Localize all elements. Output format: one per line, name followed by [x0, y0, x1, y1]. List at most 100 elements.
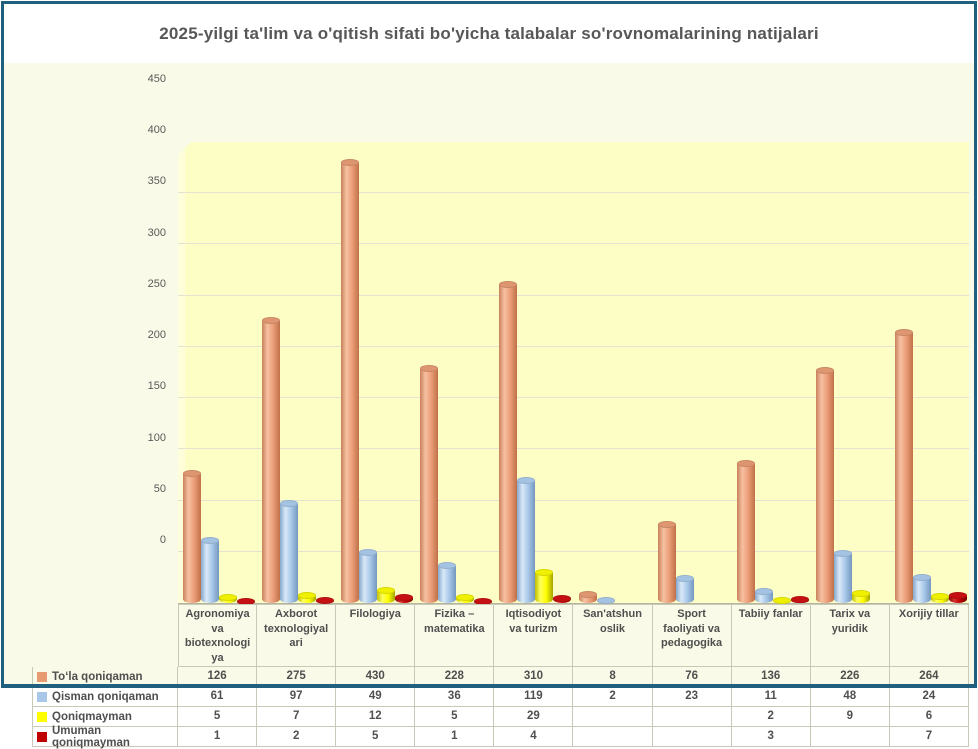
cylinder-bar-2-cat-8 [754, 587, 773, 603]
cylinder-bar-4-cat-8 [790, 595, 809, 603]
cylinder-cap [596, 596, 615, 604]
cylinder-cap [736, 459, 755, 467]
cylinder-cap [201, 536, 219, 544]
category-header-cell: Tabiiy fanlar [731, 604, 811, 667]
cylinder-body [341, 162, 360, 603]
cylinder-bar-1-cat-7 [657, 521, 676, 603]
value-cell: 310 [494, 667, 574, 687]
category-header-cell: Sport faoliyati va pedagogika [652, 604, 732, 667]
cylinder-cap [420, 365, 439, 373]
value-cell: 29 [494, 707, 574, 727]
cylinder-cap [262, 317, 281, 325]
chart-area: 0 50 100 150 200 250 300 350 400 450 Agronomiya v… [4, 63, 974, 749]
cylinder-body [815, 371, 834, 603]
cylinder-bar-1-cat-6 [578, 590, 597, 603]
cylinder-bar-1-cat-9 [815, 367, 834, 603]
cylinder-bar-1-cat-2 [262, 317, 281, 603]
cylinder-bar-4-cat-2 [316, 596, 335, 604]
legend-swatch-icon [37, 671, 47, 682]
y-axis-tick-label: 50 [153, 482, 166, 495]
value-cell: 23 [652, 687, 732, 707]
y-axis-tick-label: 250 [147, 277, 166, 290]
cylinder-body [183, 473, 201, 603]
cylinder-cap [851, 589, 870, 597]
cylinder-body [438, 566, 457, 603]
cylinder-cap [553, 594, 572, 602]
cylinder-bar-2-cat-3 [359, 548, 378, 603]
y-axis-tick-label: 400 [147, 124, 166, 137]
value-cell: 5 [415, 707, 495, 727]
cylinder-cap [948, 591, 967, 599]
value-cell: 119 [494, 687, 574, 707]
value-cell: 2 [731, 707, 811, 727]
value-cell: 228 [415, 667, 495, 687]
category-header-cell: Fizika – matematika [415, 604, 495, 667]
cylinder-cap [395, 593, 414, 601]
cylinder-cap [912, 574, 931, 582]
y-axis-tick-label: 350 [147, 175, 166, 188]
legend-label: Qoniqmayman [52, 710, 132, 723]
cylinder-bar-2-cat-5 [517, 477, 536, 603]
cylinder-bar-4-cat-1 [237, 597, 255, 604]
cylinder-body [930, 596, 949, 603]
value-cell: 11 [731, 687, 811, 707]
grid-line [178, 345, 969, 347]
cylinder-cap [930, 592, 949, 600]
cylinder-bar-1-cat-4 [420, 365, 439, 603]
plot-area [178, 142, 969, 604]
cylinder-bar-3-cat-8 [772, 596, 791, 604]
category-header-cell: San'atshun oslik [573, 604, 653, 667]
value-cell: 7 [889, 727, 969, 747]
cylinder-bar-3-cat-2 [298, 591, 317, 603]
value-cell: 6 [889, 707, 969, 727]
cylinder-body [578, 594, 597, 603]
y-axis-tick-label: 450 [147, 73, 166, 85]
cylinder-bar-4-cat-10 [948, 591, 967, 603]
value-cell: 5 [178, 707, 258, 727]
cylinder-bar-3-cat-3 [377, 586, 396, 603]
legend-cell-series-4: Umuman qoniqmayman [32, 725, 178, 749]
value-cell: 1 [415, 727, 495, 747]
cylinder-bar-1-cat-3 [341, 158, 360, 603]
cylinder-cap [657, 521, 676, 529]
cylinder-cap [474, 597, 493, 604]
cylinder-bar-4-cat-5 [553, 594, 572, 603]
value-cell [573, 707, 653, 727]
title-band: 2025-yilgi ta'lim va o'qitish sifati bo'… [4, 4, 974, 63]
cylinder-body [754, 591, 773, 603]
cylinder-bar-1-cat-8 [736, 459, 755, 603]
cylinder-bar-2-cat-1 [201, 536, 219, 603]
cylinder-bar-3-cat-10 [930, 592, 949, 603]
value-cell [810, 727, 890, 747]
cylinder-cap [894, 328, 913, 336]
value-cell [652, 727, 732, 747]
cylinder-bar-2-cat-2 [280, 499, 299, 603]
y-axis-tick-label: 100 [147, 431, 166, 444]
value-cell: 76 [652, 667, 732, 687]
cylinder-body [420, 369, 439, 603]
cylinder-cap [183, 469, 201, 477]
cylinder-cap [438, 562, 457, 570]
cylinder-cap [833, 549, 852, 557]
cylinder-body [894, 332, 913, 603]
cylinder-bar-1-cat-5 [499, 281, 518, 603]
cylinder-bar-2-cat-10 [912, 574, 931, 603]
value-cell [652, 707, 732, 727]
cylinder-body [912, 578, 931, 603]
value-cell: 5 [336, 727, 416, 747]
value-cell: 226 [810, 667, 890, 687]
cylinder-cap [790, 595, 809, 603]
grid-line [178, 499, 969, 501]
cylinder-bar-1-cat-1 [183, 469, 201, 603]
grid-line [178, 550, 969, 552]
cylinder-bar-2-cat-7 [675, 575, 694, 603]
value-cell: 7 [257, 707, 337, 727]
cylinder-body [377, 590, 396, 603]
value-cell: 48 [810, 687, 890, 707]
cylinder-body [675, 579, 694, 603]
category-header-cell: Iqtisodiyot va turizm [494, 604, 574, 667]
value-cell: 136 [731, 667, 811, 687]
y-axis-tick-label: 300 [147, 226, 166, 239]
value-cell: 126 [178, 667, 258, 687]
value-cell: 4 [494, 727, 574, 747]
